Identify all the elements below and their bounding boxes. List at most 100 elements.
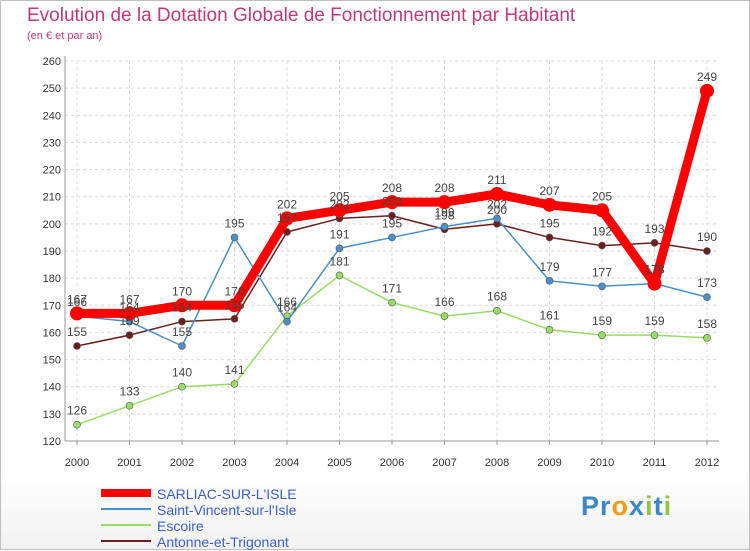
data-point [598,282,606,291]
data-label: 202 [277,197,297,211]
data-label: 158 [697,317,717,331]
data-point [230,315,239,323]
data-label: 126 [67,404,87,418]
data-label: 178 [644,263,664,277]
data-label: 164 [119,301,139,315]
data-label: 179 [539,260,559,274]
data-label: 173 [697,276,717,290]
data-label: 165 [224,298,244,312]
data-point [700,83,714,98]
y-tick-label: 160 [43,327,61,339]
data-point [650,331,659,339]
data-point [545,277,554,285]
data-label: 208 [382,181,402,195]
x-tick-label: 2011 [643,457,667,469]
data-point [545,325,554,334]
data-point [227,298,242,313]
data-point [545,233,554,242]
data-label: 205 [329,189,349,203]
data-label: 170 [172,284,192,298]
logo-letter: o [611,491,630,521]
data-point [542,197,557,212]
data-label: 202 [487,197,507,211]
data-label: 155 [67,325,87,339]
logo-letter: x [629,491,646,521]
logo-letter: r [600,491,612,521]
x-tick-label: 2001 [117,457,141,469]
data-point [388,211,396,220]
data-point [175,298,189,313]
data-point [647,276,662,291]
data-point [598,331,606,339]
data-point [440,312,449,320]
data-point [650,239,659,247]
data-label: 211 [487,173,506,187]
data-label: 203 [382,195,402,209]
data-label: 249 [697,70,717,84]
x-tick-label: 2005 [327,457,351,469]
data-point [283,317,291,326]
data-label: 164 [172,301,192,315]
data-label: 167 [119,292,139,306]
x-tick-label: 2009 [537,457,561,469]
legend-label: SARLIAC-SUR-L'ISLE [157,486,297,502]
legend-label: Saint-Vincent-sur-l'Isle [157,502,297,518]
y-tick-label: 180 [43,273,61,285]
data-label: 166 [67,295,87,309]
data-label: 159 [592,314,612,328]
legend: SARLIAC-SUR-L'ISLESaint-Vincent-sur-l'Is… [101,486,297,550]
data-point [230,380,239,388]
data-label: 177 [592,265,612,279]
data-point [335,271,344,280]
y-tick-label: 140 [43,382,61,394]
data-point [178,317,186,326]
y-tick-label: 220 [43,165,61,177]
proxiti-logo: Proxiti [581,491,672,522]
data-point [493,306,501,315]
data-label: 207 [539,184,559,198]
x-axis-ticks: 2000 2001 2002 2003 2004 2005 2006 2007 2008 2009… [65,457,719,469]
data-label: 197 [277,211,297,225]
data-label: 171 [382,282,402,296]
data-label: 166 [277,295,297,309]
data-label: 202 [329,197,349,211]
data-point [73,342,81,350]
y-tick-label: 150 [43,355,61,367]
y-tick-label: 240 [43,110,61,122]
x-tick-label: 2010 [590,457,614,469]
data-point [332,203,347,218]
data-point [122,306,137,321]
logo-letter: i [663,491,673,521]
data-point [490,187,504,201]
x-tick-label: 2003 [222,457,246,469]
data-point [703,247,711,255]
chart-subtitle: (en € et par an) [27,30,103,42]
y-tick-label: 200 [43,219,61,231]
data-label: 208 [434,181,454,195]
grid-lines [65,60,719,442]
data-point [385,195,399,210]
axes [64,56,719,445]
data-point [437,195,452,210]
logo-letter: t [653,491,664,521]
data-point [73,420,81,429]
x-tick-label: 2002 [170,457,194,469]
data-label: 167 [67,292,87,306]
data-label: 181 [329,254,349,268]
data-label: 205 [592,189,612,203]
data-label: 192 [592,225,612,239]
data-point [388,298,396,307]
data-point [70,306,84,321]
data-label: 200 [487,203,507,217]
data-label: 161 [539,309,559,323]
x-tick-label: 2008 [485,457,509,469]
y-tick-label: 170 [43,300,61,312]
data-label: 159 [119,314,139,328]
x-tick-label: 2004 [275,457,299,469]
data-label: 198 [434,208,454,222]
y-tick-label: 260 [43,56,61,68]
data-label: 193 [644,222,664,236]
data-point [440,222,449,231]
